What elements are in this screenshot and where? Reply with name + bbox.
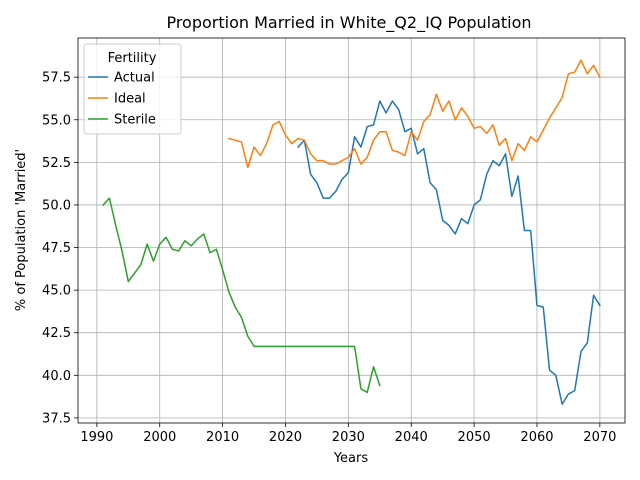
x-tick-label: 2010 (206, 430, 239, 445)
y-tick-label: 45.0 (42, 284, 71, 299)
legend-label-ideal: Ideal (114, 92, 146, 107)
y-tick-label: 55.0 (42, 113, 71, 128)
series-line-actual (297, 100, 601, 406)
y-tick-label: 50.0 (42, 198, 71, 213)
legend-box (83, 43, 182, 135)
y-tick-label: 47.5 (42, 241, 71, 256)
series-line-sterile (102, 197, 381, 394)
y-tick-label: 37.5 (42, 411, 71, 426)
x-axis-label: Years (333, 451, 369, 466)
y-tick-label: 52.5 (42, 156, 71, 171)
legend-label-sterile: Sterile (114, 113, 156, 128)
legend-label-actual: Actual (114, 71, 155, 86)
legend: Fertility Actual Ideal Sterile (83, 43, 182, 135)
x-tick-label: 2000 (143, 430, 176, 445)
x-tick-label: 2030 (332, 430, 365, 445)
x-tick-label: 2050 (458, 430, 491, 445)
series-line-ideal (227, 59, 601, 169)
x-tick-label: 2040 (395, 430, 428, 445)
x-tick-label: 2020 (269, 430, 302, 445)
y-tick-label: 42.5 (42, 326, 71, 341)
y-tick-label: 57.5 (42, 71, 71, 86)
y-axis-label: % of Population 'Married' (14, 149, 29, 311)
legend-title: Fertility (108, 51, 157, 66)
x-tick-label: 2060 (520, 430, 553, 445)
y-tick-label: 40.0 (42, 369, 71, 384)
x-tick-label: 2070 (583, 430, 616, 445)
plot-area (77, 37, 626, 424)
chart-title: Proportion Married in White_Q2_IQ Popula… (166, 13, 531, 33)
x-tick-label: 1990 (80, 430, 113, 445)
